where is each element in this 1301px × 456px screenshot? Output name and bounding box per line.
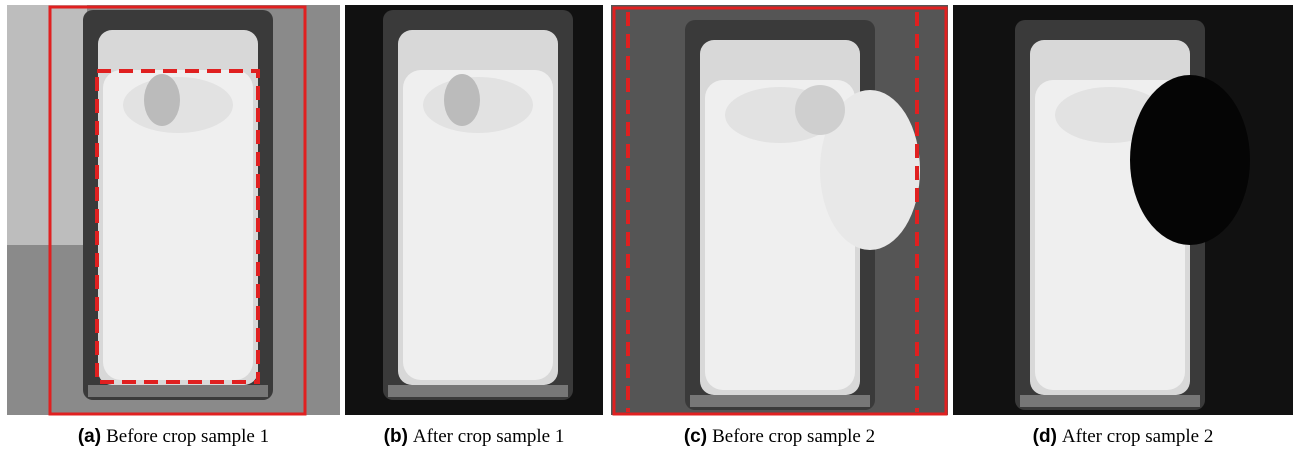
caption-text: Before crop sample 2 (712, 426, 875, 447)
figure: (a)Before crop sample 1 (b)After crop sa… (0, 0, 1301, 456)
caption-b: (b)After crop sample 1 (345, 426, 603, 448)
caption-text: Before crop sample 1 (106, 426, 269, 447)
caption-text: After crop sample 1 (413, 426, 564, 447)
image-c (611, 5, 948, 415)
image-d (953, 5, 1293, 415)
caption-a: (a)Before crop sample 1 (7, 426, 340, 448)
caption-text: After crop sample 2 (1062, 426, 1213, 447)
label: (a) (78, 426, 101, 447)
label: (b) (384, 426, 408, 447)
image-b (345, 5, 603, 415)
caption-c: (c)Before crop sample 2 (611, 426, 948, 448)
caption-d: (d)After crop sample 2 (953, 426, 1293, 448)
label: (c) (684, 426, 707, 447)
images (0, 0, 1301, 420)
label: (d) (1033, 426, 1057, 447)
image-a (7, 5, 340, 415)
